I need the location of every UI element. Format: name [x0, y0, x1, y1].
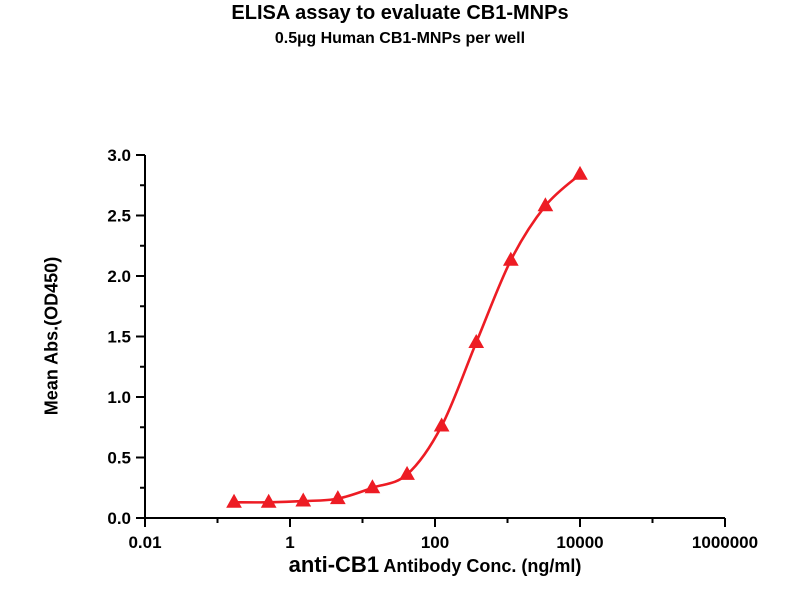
- data-point-marker: [537, 197, 554, 212]
- x-tick-label: 10000: [556, 533, 603, 552]
- chart-title: ELISA assay to evaluate CB1-MNPs: [231, 2, 569, 24]
- x-tick-label: 100: [421, 533, 449, 552]
- x-axis-label-main: anti-CB1: [288, 552, 380, 577]
- data-point-marker: [433, 417, 450, 432]
- data-point-marker: [572, 165, 588, 180]
- data-point-marker: [295, 492, 312, 507]
- data-point-marker: [364, 479, 381, 494]
- y-tick-label: 3.0: [107, 146, 131, 165]
- data-point-marker: [226, 493, 242, 508]
- x-tick-label: 0.01: [128, 533, 161, 552]
- x-tick-label: 1: [285, 533, 294, 552]
- y-tick-label: 1.0: [107, 388, 131, 407]
- data-point-marker: [329, 490, 346, 505]
- data-point-marker: [468, 334, 485, 348]
- x-tick-label: 1000000: [692, 533, 758, 552]
- y-tick-label: 2.0: [107, 267, 131, 286]
- y-tick-label: 0.5: [107, 449, 131, 468]
- data-point-marker: [502, 251, 519, 266]
- y-tick-label: 0.0: [107, 509, 131, 528]
- y-tick-label: 1.5: [107, 328, 131, 347]
- x-axis-label-units: Antibody Conc. (ng/ml): [379, 556, 582, 576]
- data-point-marker: [260, 493, 277, 508]
- chart-subtitle: 0.5µg Human CB1-MNPs per well: [274, 30, 526, 47]
- y-tick-label: 2.5: [107, 207, 131, 226]
- dose-response-curve: [232, 173, 582, 504]
- data-point-marker: [399, 465, 415, 480]
- x-axis-label: anti-CB1 Antibody Conc. (ng/ml): [145, 552, 725, 578]
